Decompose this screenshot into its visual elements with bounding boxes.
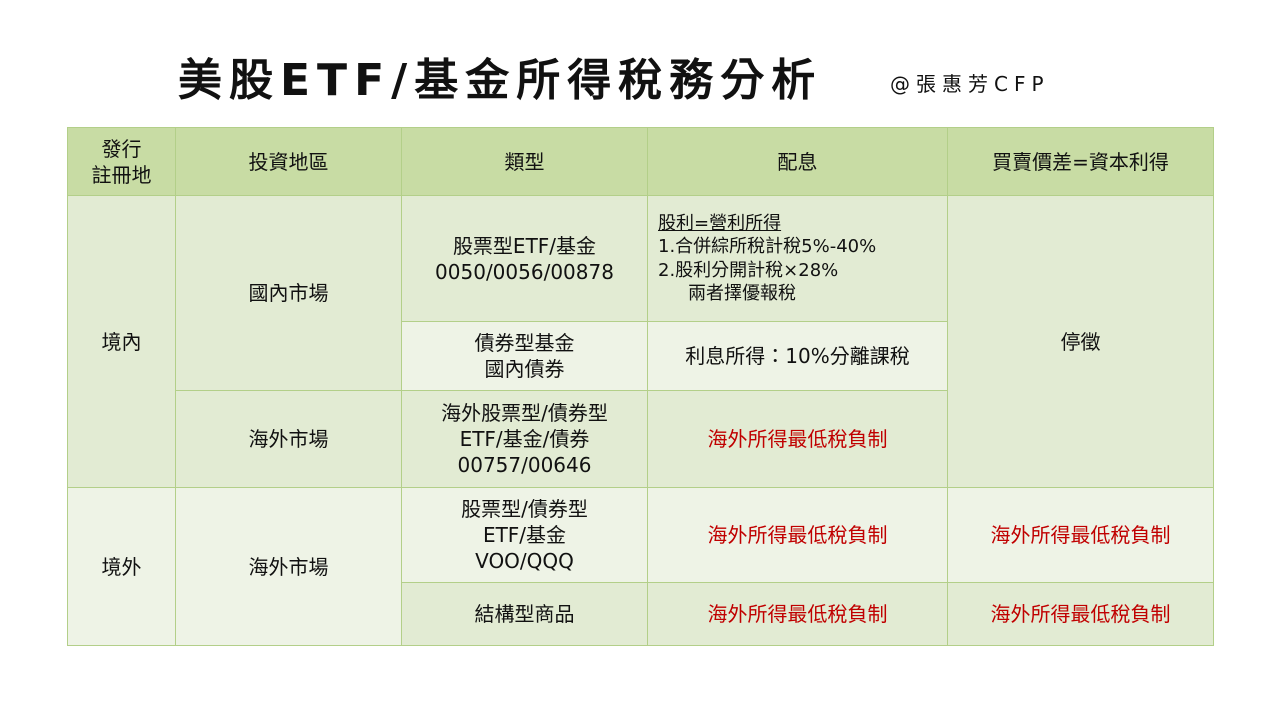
row: 海外市場 海外股票型/債券型 ETF/基金/債券 00757/00646 海外所得最…: [68, 390, 1214, 488]
text: 海外所得最低稅負制: [707, 427, 888, 451]
text: 海外所得最低稅負制: [707, 523, 888, 547]
text: 海外所得最低稅負制: [990, 602, 1171, 626]
text: 股票型ETF/基金: [452, 233, 597, 258]
text: 發行: [101, 136, 142, 161]
cell: 結構型商品: [401, 582, 648, 646]
cell: 海外市場: [175, 390, 402, 488]
title: 美股ETF/基金所得稅務分析: [178, 55, 823, 106]
text: 股利=營利所得: [658, 212, 782, 234]
text: 投資地區: [248, 149, 329, 174]
text: 海外市場: [248, 554, 329, 579]
cell: 境內: [67, 195, 176, 488]
text: 海外所得最低稅負制: [707, 602, 888, 626]
text: ETF/基金/債券: [459, 427, 590, 451]
text: 利息所得：10%分離課稅: [685, 344, 910, 368]
text: 股票型/債券型: [461, 497, 588, 521]
text: 國內市場: [248, 281, 329, 305]
text: 買賣價差=資本利得: [992, 149, 1169, 174]
header-cell: 發行 註冊地: [67, 127, 176, 196]
cell: 海外市場: [175, 487, 402, 646]
text: 2.股利分開計稅×28%: [658, 259, 839, 281]
cell: 海外所得最低稅負制: [647, 390, 948, 488]
cell: 利息所得：10%分離課稅: [647, 321, 948, 391]
cell: 海外股票型/債券型 ETF/基金/債券 00757/00646: [401, 390, 648, 488]
cell: 國內市場: [175, 195, 402, 391]
text: VOO/QQQ: [475, 549, 574, 573]
header-row: 發行 註冊地 投資地區 類型 配息 買賣價差=資本利得: [67, 127, 1214, 196]
text: 境內: [101, 329, 142, 354]
header-cell: 買賣價差=資本利得: [947, 127, 1214, 196]
text: 停徵: [1060, 329, 1101, 354]
text: 配息: [777, 149, 818, 174]
text: ETF/基金: [482, 523, 567, 547]
text: 海外市場: [248, 427, 329, 451]
text: 類型: [504, 149, 545, 174]
row: 結構型商品 海外所得最低稅負制 海外所得最低稅負制: [68, 582, 1214, 646]
cell: 海外所得最低稅負制: [647, 582, 948, 646]
text: 債券型基金: [474, 331, 575, 355]
header-cell: 投資地區: [175, 127, 402, 196]
text: 海外所得最低稅負制: [990, 523, 1171, 547]
cell: 股票型/債券型 ETF/基金 VOO/QQQ: [401, 487, 648, 583]
cell: 海外所得最低稅負制: [947, 582, 1214, 646]
tax-table: 發行 註冊地 投資地區 類型 配息 買賣價差=資本利得 境內 國內市場 股票型ET…: [67, 127, 1214, 646]
text: 1.合併綜所稅計稅5%-40%: [658, 236, 877, 258]
text: 00757/00646: [457, 453, 592, 477]
author: @張惠芳CFP: [890, 72, 1050, 96]
header-cell: 類型: [401, 127, 648, 196]
row: 境內 國內市場 股票型ETF/基金 0050/0056/00878 股利=營利所得…: [67, 195, 1214, 488]
text: 海外股票型/債券型: [441, 401, 608, 425]
cell: 海外所得最低稅負制: [947, 487, 1214, 583]
row: 債券型基金 國內債券 利息所得：10%分離課稅: [68, 321, 1214, 391]
text: 註冊地: [91, 162, 152, 187]
text: 0050/0056/00878: [435, 259, 614, 284]
cell: 停徵: [947, 195, 1214, 488]
cell: 股票型ETF/基金 0050/0056/00878: [401, 195, 648, 322]
cell: 海外所得最低稅負制: [647, 487, 948, 583]
header-cell: 配息: [647, 127, 948, 196]
cell: 境外: [67, 487, 176, 646]
text: 結構型商品: [474, 602, 575, 626]
text: 國內債券: [484, 357, 565, 381]
text: 兩者擇優報稅: [688, 282, 796, 304]
row: 境外 海外市場 股票型/債券型 ETF/基金 VOO/QQQ 海外所得最低稅負制 海…: [67, 487, 1214, 646]
text: 境外: [101, 554, 142, 579]
cell: 股利=營利所得 1.合併綜所稅計稅5%-40% 2.股利分開計稅×28% 兩者擇優報稅: [647, 195, 948, 322]
cell: 債券型基金 國內債券: [401, 321, 648, 391]
